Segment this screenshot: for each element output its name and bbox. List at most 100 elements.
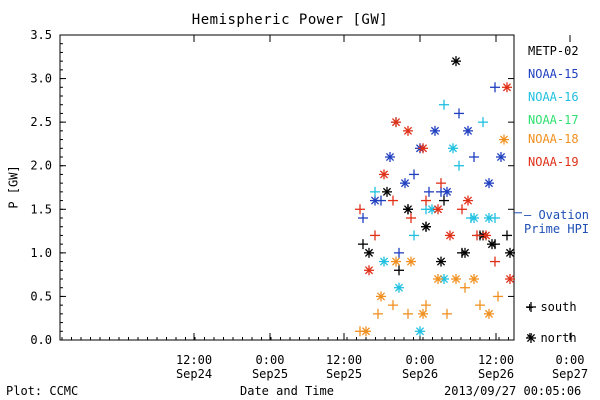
data-point-noaa-16-north xyxy=(484,213,494,223)
legend-ovation-line2: Prime HPI xyxy=(524,222,590,236)
data-point-noaa-18-north xyxy=(361,326,371,337)
data-point-metp-02-north xyxy=(364,247,374,258)
data-point-noaa-19-north xyxy=(505,274,515,284)
data-point-noaa-15-north xyxy=(484,178,494,189)
data-point-metp-02-north xyxy=(382,186,392,197)
data-point-noaa-15-south xyxy=(454,108,464,119)
x-tick-date-label: Sep25 xyxy=(326,367,362,381)
data-point-noaa-19-south xyxy=(406,213,416,223)
legend-noaa-16: NOAA-16 xyxy=(528,90,579,104)
data-point-noaa-16-north xyxy=(469,213,479,223)
y-tick-label: 0.0 xyxy=(30,333,52,347)
data-point-noaa-15-south xyxy=(490,82,500,93)
legend-south-glyph xyxy=(526,302,536,312)
x-tick-time-label: 12:00 xyxy=(326,353,362,367)
data-point-noaa-19-north xyxy=(364,265,374,276)
data-point-noaa-19-north xyxy=(379,169,389,180)
data-point-noaa-18-south xyxy=(460,282,470,293)
data-point-noaa-19-south xyxy=(355,204,365,215)
data-point-metp-02-south xyxy=(394,265,404,276)
data-point-noaa-19-north xyxy=(481,230,491,241)
data-point-noaa-15-south xyxy=(409,169,419,180)
x-tick-date-label: Sep27 xyxy=(552,367,588,381)
data-point-noaa-18-north xyxy=(499,134,509,145)
legend-ovation-line1: — Ovation xyxy=(524,208,590,222)
data-point-noaa-18-north xyxy=(433,274,443,284)
data-point-noaa-18-north xyxy=(484,308,494,319)
x-tick-time-label: 12:00 xyxy=(478,353,514,367)
x-tick-time-label: 0:00 xyxy=(556,353,585,367)
data-point-noaa-15-north xyxy=(370,195,380,206)
data-point-noaa-15-south xyxy=(394,247,404,258)
data-point-noaa-18-south xyxy=(388,300,398,311)
data-point-noaa-18-south xyxy=(442,308,452,319)
y-tick-label: 0.5 xyxy=(30,289,52,303)
y-tick-label: 2.5 xyxy=(30,115,52,129)
data-point-noaa-16-south xyxy=(478,117,488,128)
data-point-metp-02-south xyxy=(439,195,449,206)
data-point-noaa-18-north xyxy=(376,291,386,302)
data-point-noaa-19-north xyxy=(403,125,413,136)
plot-frame xyxy=(59,34,515,341)
legend-noaa-18: NOAA-18 xyxy=(528,132,579,146)
data-point-noaa-18-south xyxy=(493,291,503,302)
data-point-noaa-15-north xyxy=(496,152,506,162)
x-tick-date-label: Sep26 xyxy=(402,367,438,381)
legend-south-symbol: + south xyxy=(526,300,577,314)
data-point-noaa-15-north xyxy=(442,186,452,197)
data-point-noaa-18-north xyxy=(418,308,428,319)
y-tick-label: 3.5 xyxy=(30,28,52,42)
data-point-noaa-19-south xyxy=(388,195,398,206)
x-axis-label: Date and Time xyxy=(240,384,334,398)
data-point-noaa-19-south xyxy=(370,230,380,241)
y-tick-label: 1.5 xyxy=(30,202,52,216)
x-tick-time-label: 0:00 xyxy=(256,353,285,367)
data-point-noaa-19-south xyxy=(421,195,431,206)
plot-credit: Plot: CCMC xyxy=(6,384,79,398)
data-point-metp-02-north xyxy=(460,247,470,258)
data-point-noaa-19-south xyxy=(457,204,467,215)
data-point-noaa-15-south xyxy=(358,213,368,223)
data-point-noaa-16-south xyxy=(409,230,419,241)
legend-north-symbol: * north xyxy=(526,331,577,345)
data-point-noaa-19-south xyxy=(490,256,500,267)
x-tick-time-label: 0:00 xyxy=(406,353,435,367)
x-tick-date-label: Sep25 xyxy=(252,367,288,381)
data-point-metp-02-south xyxy=(358,239,368,250)
legend-north-glyph xyxy=(526,333,536,343)
y-axis-label: P [GW] xyxy=(6,165,21,209)
data-point-noaa-16-south xyxy=(454,160,464,171)
chart-title: Hemispheric Power [GW] xyxy=(191,12,389,28)
data-point-noaa-16-south xyxy=(370,186,380,197)
y-tick-label: 3.0 xyxy=(30,72,52,86)
data-point-noaa-19-north xyxy=(418,143,428,154)
data-point-noaa-15-north xyxy=(400,178,410,189)
data-point-noaa-19-north xyxy=(433,204,443,215)
plot-timestamp: 2013/09/27 00:05:06 xyxy=(444,384,582,398)
data-point-noaa-15-south xyxy=(469,152,479,162)
data-point-noaa-19-north xyxy=(463,195,473,206)
data-point-noaa-19-north xyxy=(502,82,512,93)
data-point-metp-02-north xyxy=(403,204,413,215)
y-tick-label: 2.0 xyxy=(30,159,52,173)
data-point-metp-02-north xyxy=(421,221,431,232)
data-point-noaa-18-north xyxy=(451,274,461,284)
data-point-noaa-18-north xyxy=(406,256,416,267)
x-tick-date-label: Sep26 xyxy=(478,367,514,381)
data-point-noaa-16-north xyxy=(448,143,458,154)
data-point-noaa-15-north xyxy=(463,125,473,136)
data-point-metp-02-north xyxy=(436,256,446,267)
data-point-noaa-16-north xyxy=(394,282,404,293)
data-point-noaa-15-south xyxy=(424,186,434,197)
x-tick-date-label: Sep24 xyxy=(176,367,212,381)
legend-noaa-15: NOAA-15 xyxy=(528,67,579,81)
data-point-noaa-15-north xyxy=(430,125,440,136)
data-point-noaa-18-north xyxy=(469,274,479,284)
data-point-metp-02-south xyxy=(502,230,512,241)
data-point-noaa-19-south xyxy=(472,230,482,241)
data-point-noaa-19-north xyxy=(391,117,401,128)
legend-metp-02: METP-02 xyxy=(528,44,579,58)
legend-noaa-17: NOAA-17 xyxy=(528,113,579,127)
data-point-metp-02-north xyxy=(451,56,461,67)
